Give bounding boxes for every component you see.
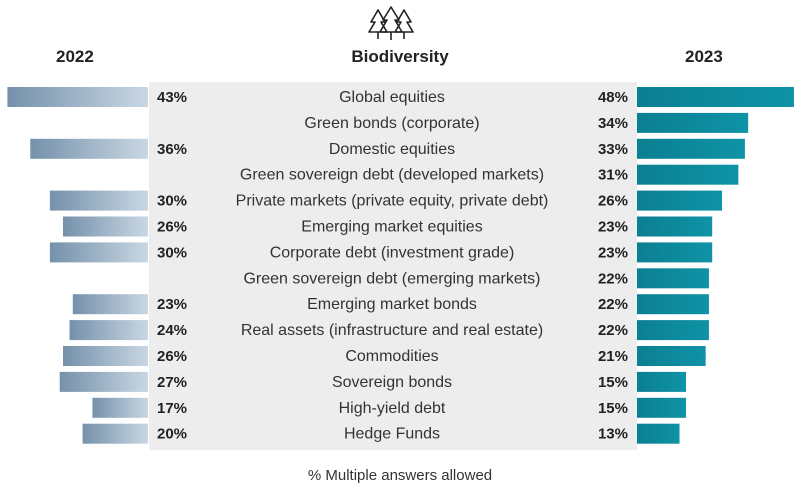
value-label-2023: 15% [598, 374, 628, 391]
category-label: Hedge Funds [344, 426, 440, 443]
value-label-2023: 23% [598, 219, 628, 236]
bar-2022 [59, 371, 148, 392]
category-label: Private markets (private equity, private… [236, 193, 549, 210]
value-label-2023: 13% [598, 426, 628, 443]
bar-2023 [637, 164, 739, 185]
bar-2023 [637, 320, 709, 341]
value-label-2022: 17% [157, 400, 187, 417]
bar-2023 [637, 138, 745, 159]
legend-2023: 2023 [685, 47, 723, 66]
value-label-2022: 30% [157, 244, 187, 261]
bar-2023 [637, 346, 706, 366]
value-label-2023: 23% [598, 244, 628, 261]
value-label-2023: 33% [598, 141, 628, 158]
bar-2023 [637, 423, 680, 444]
bar-2022 [30, 138, 149, 159]
category-label: Green sovereign debt (developed markets) [240, 167, 544, 184]
value-label-2023: 22% [598, 296, 628, 313]
category-label: High-yield debt [339, 400, 446, 417]
value-label-2022: 26% [157, 219, 187, 236]
bar-2022 [69, 320, 148, 341]
chart-title: Biodiversity [351, 47, 449, 66]
bar-2023 [637, 294, 709, 315]
category-label: Domestic equities [329, 141, 455, 158]
bar-2022 [82, 423, 148, 444]
value-label-2022: 23% [157, 296, 187, 313]
value-label-2023: 22% [598, 322, 628, 339]
bar-2022 [62, 346, 149, 366]
value-label-2023: 34% [598, 115, 628, 132]
value-label-2023: 48% [598, 89, 628, 106]
bar-2023 [637, 216, 713, 237]
footnote: % Multiple answers allowed [307, 467, 493, 484]
bar-2022 [62, 216, 149, 237]
bar-2023 [637, 112, 749, 133]
value-label-2022: 26% [157, 348, 187, 365]
category-label: Sovereign bonds [332, 374, 452, 391]
bar-2023 [637, 371, 687, 392]
value-label-2023: 22% [598, 270, 628, 287]
category-label: Global equities [339, 89, 445, 106]
bar-2023 [637, 242, 713, 263]
value-label-2023: 15% [598, 400, 628, 417]
bar-2023 [637, 87, 794, 107]
category-label: Emerging market equities [301, 219, 482, 236]
bar-2022 [72, 294, 148, 315]
category-label: Green bonds (corporate) [304, 115, 479, 132]
category-label: Emerging market bonds [307, 296, 477, 313]
bar-2023 [637, 397, 687, 418]
value-label-2023: 26% [598, 193, 628, 210]
bar-2022 [49, 190, 148, 211]
bar-2023 [637, 190, 723, 211]
value-label-2022: 30% [157, 193, 187, 210]
trees-icon [366, 4, 416, 49]
value-label-2022: 36% [157, 141, 187, 158]
value-label-2022: 20% [157, 426, 187, 443]
category-label: Corporate debt (investment grade) [270, 244, 515, 261]
bar-2022 [49, 242, 148, 263]
value-label-2022: 27% [157, 374, 187, 391]
bar-2023 [637, 268, 709, 289]
value-label-2023: 21% [598, 348, 628, 365]
legend-2022: 2022 [56, 47, 94, 66]
value-label-2022: 43% [157, 89, 187, 106]
category-label: Green sovereign debt (emerging markets) [243, 270, 540, 287]
value-label-2022: 24% [157, 322, 187, 339]
center-panel [149, 82, 637, 450]
category-label: Commodities [345, 348, 438, 365]
bar-2022 [7, 87, 149, 107]
bar-2022 [92, 397, 148, 418]
value-label-2023: 31% [598, 167, 628, 184]
category-label: Real assets (infrastructure and real est… [241, 322, 543, 339]
